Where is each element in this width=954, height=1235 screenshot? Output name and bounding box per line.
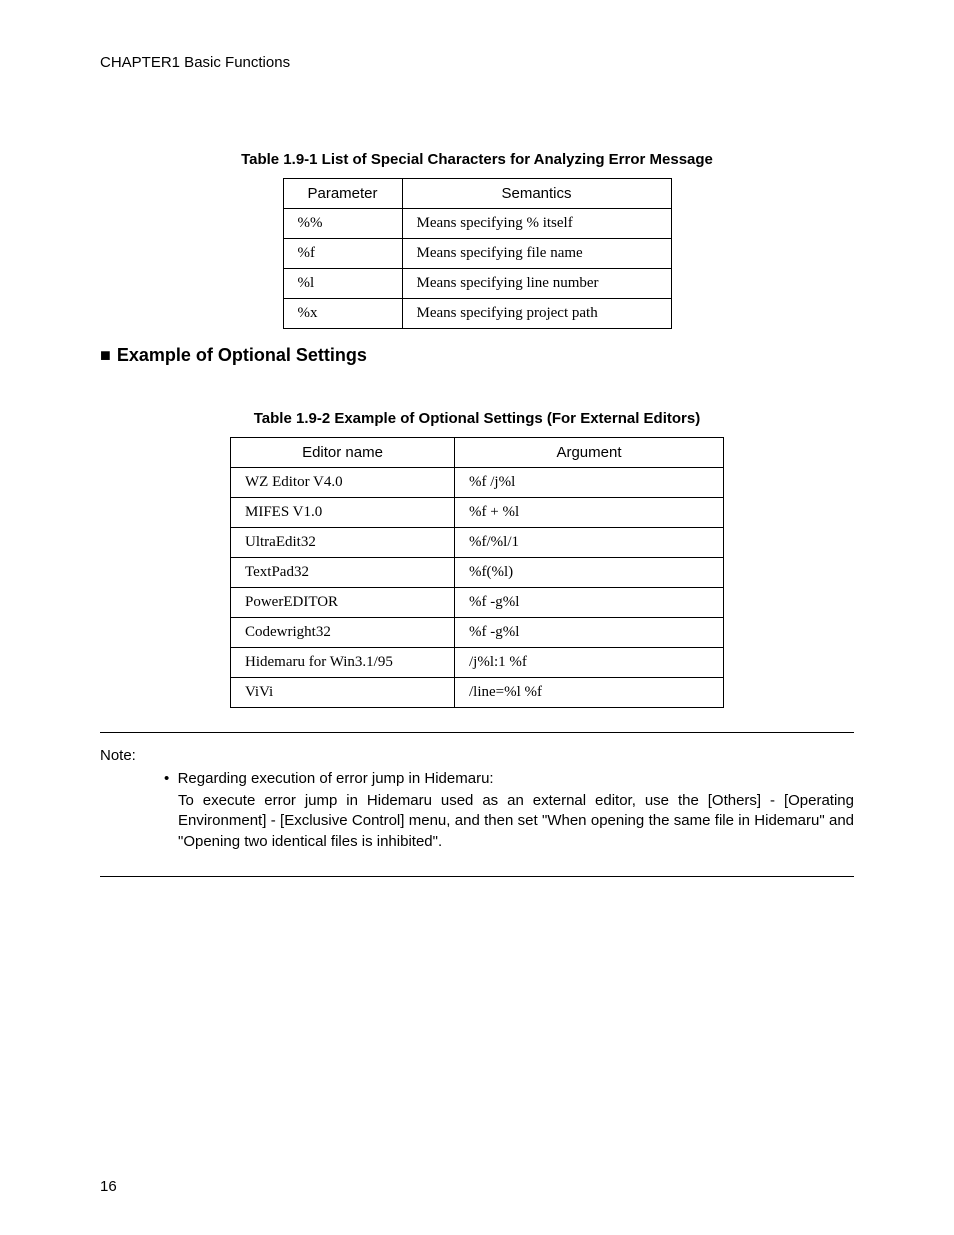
table-header-row: Editor name Argument bbox=[231, 438, 724, 468]
table2: Editor name Argument WZ Editor V4.0 %f /… bbox=[230, 437, 724, 708]
table-row: PowerEDITOR %f -g%l bbox=[231, 588, 724, 618]
cell: %f -g%l bbox=[455, 618, 724, 648]
table1-caption: Table 1.9-1 List of Special Characters f… bbox=[100, 151, 854, 168]
cell: PowerEDITOR bbox=[231, 588, 455, 618]
table-row: ViVi /line=%l %f bbox=[231, 678, 724, 708]
table-row: WZ Editor V4.0 %f /j%l bbox=[231, 468, 724, 498]
table-header-row: Parameter Semantics bbox=[283, 179, 671, 209]
cell: /line=%l %f bbox=[455, 678, 724, 708]
cell: Means specifying file name bbox=[402, 239, 671, 269]
table-row: %l Means specifying line number bbox=[283, 269, 671, 299]
note-label: Note: bbox=[100, 747, 854, 764]
note-block: Note: • Regarding execution of error jum… bbox=[100, 747, 854, 852]
table-row: UltraEdit32 %f/%l/1 bbox=[231, 528, 724, 558]
cell: %f/%l/1 bbox=[455, 528, 724, 558]
cell: Means specifying project path bbox=[402, 299, 671, 329]
note-body: To execute error jump in Hidemaru used a… bbox=[178, 791, 854, 852]
cell: %f + %l bbox=[455, 498, 724, 528]
table-row: MIFES V1.0 %f + %l bbox=[231, 498, 724, 528]
cell: MIFES V1.0 bbox=[231, 498, 455, 528]
cell: ViVi bbox=[231, 678, 455, 708]
table1-header-parameter: Parameter bbox=[283, 179, 402, 209]
cell: %f(%l) bbox=[455, 558, 724, 588]
cell: UltraEdit32 bbox=[231, 528, 455, 558]
cell: Means specifying line number bbox=[402, 269, 671, 299]
table-row: Codewright32 %f -g%l bbox=[231, 618, 724, 648]
cell: %% bbox=[283, 209, 402, 239]
note-bullet-text: Regarding execution of error jump in Hid… bbox=[178, 770, 494, 787]
cell: Hidemaru for Win3.1/95 bbox=[231, 648, 455, 678]
table1-header-semantics: Semantics bbox=[402, 179, 671, 209]
cell: /j%l:1 %f bbox=[455, 648, 724, 678]
document-page: CHAPTER1 Basic Functions Table 1.9-1 Lis… bbox=[0, 0, 954, 1235]
cell: %x bbox=[283, 299, 402, 329]
cell: %f bbox=[283, 239, 402, 269]
page-number: 16 bbox=[100, 1178, 117, 1195]
cell: %l bbox=[283, 269, 402, 299]
cell: Means specifying % itself bbox=[402, 209, 671, 239]
table-row: %x Means specifying project path bbox=[283, 299, 671, 329]
cell: Codewright32 bbox=[231, 618, 455, 648]
cell: WZ Editor V4.0 bbox=[231, 468, 455, 498]
table-row: Hidemaru for Win3.1/95 /j%l:1 %f bbox=[231, 648, 724, 678]
table2-header-editor: Editor name bbox=[231, 438, 455, 468]
table2-header-argument: Argument bbox=[455, 438, 724, 468]
chapter-header: CHAPTER1 Basic Functions bbox=[100, 54, 854, 71]
cell: TextPad32 bbox=[231, 558, 455, 588]
table-row: %f Means specifying file name bbox=[283, 239, 671, 269]
cell: %f /j%l bbox=[455, 468, 724, 498]
note-bullet: • Regarding execution of error jump in H… bbox=[178, 770, 854, 787]
square-bullet-icon: ■ bbox=[100, 345, 111, 365]
table2-caption: Table 1.9-2 Example of Optional Settings… bbox=[100, 410, 854, 427]
cell: %f -g%l bbox=[455, 588, 724, 618]
table1: Parameter Semantics %% Means specifying … bbox=[283, 178, 672, 329]
table-row: %% Means specifying % itself bbox=[283, 209, 671, 239]
section-heading: ■ Example of Optional Settings bbox=[100, 345, 854, 366]
section-title: Example of Optional Settings bbox=[117, 345, 367, 365]
divider bbox=[100, 876, 854, 877]
table-row: TextPad32 %f(%l) bbox=[231, 558, 724, 588]
divider bbox=[100, 732, 854, 733]
